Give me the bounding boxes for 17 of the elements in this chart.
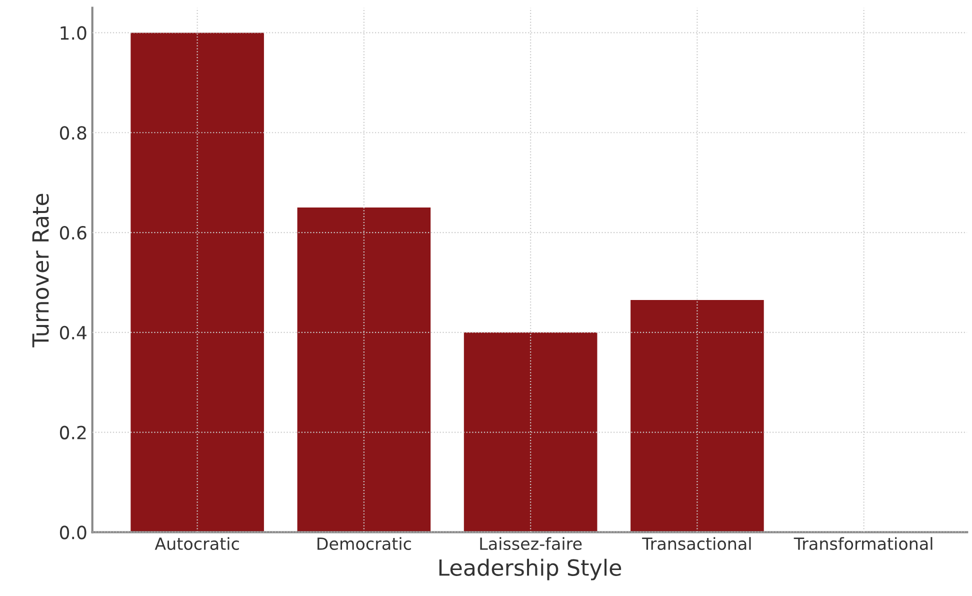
y-tick-label: 0.4 [60, 326, 86, 340]
bar [464, 332, 598, 532]
x-tick-label: Democratic [318, 537, 411, 550]
bar [130, 32, 264, 532]
y-tick-label: 1.0 [60, 26, 86, 40]
x-axis-title: Leadership Style [439, 558, 622, 580]
x-tick-label: Transactional [642, 537, 751, 550]
y-tick-label: 0.2 [60, 426, 86, 440]
x-tick-label: Autocratic [154, 537, 239, 550]
y-tick-label: 0.8 [60, 126, 86, 140]
bar [297, 208, 431, 532]
y-axis-title: Turnover Rate [32, 194, 49, 348]
y-tick-label: 0.0 [60, 526, 86, 540]
x-tick-label: Transformational [794, 537, 932, 550]
x-tick-label: Laissez-faire [480, 537, 582, 550]
bar [630, 300, 764, 532]
y-tick-label: 0.6 [60, 226, 86, 240]
